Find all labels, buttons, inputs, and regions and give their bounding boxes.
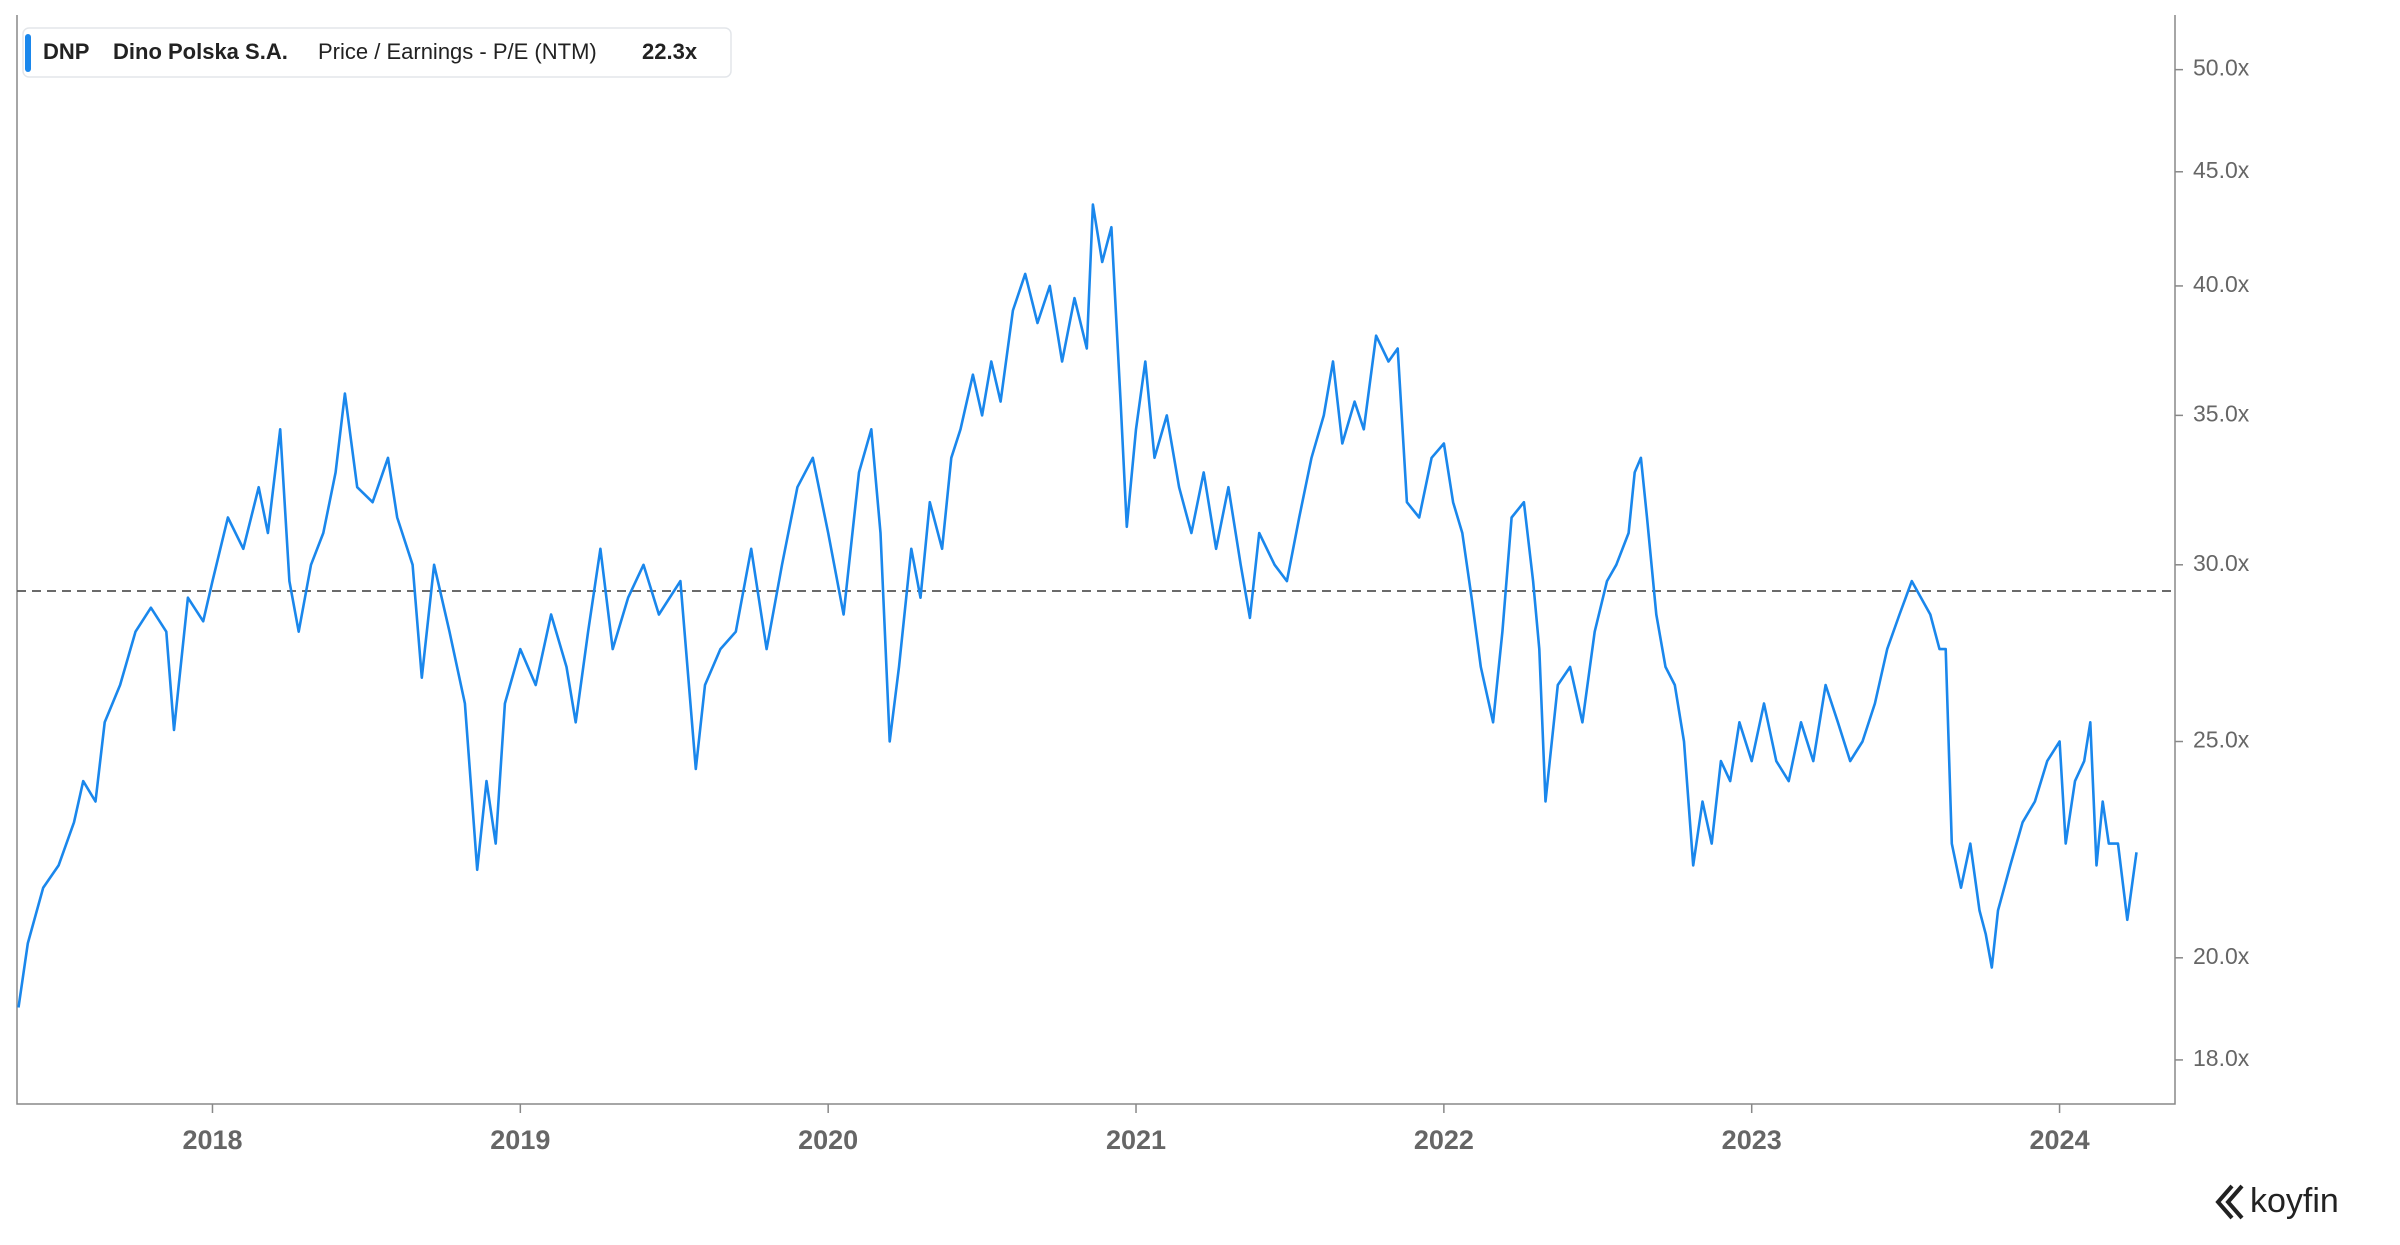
x-tick-label: 2018 <box>182 1125 242 1155</box>
x-tick-label: 2024 <box>2030 1125 2090 1155</box>
x-tick-label: 2021 <box>1106 1125 1166 1155</box>
y-tick-label: 35.0x <box>2193 400 2250 426</box>
y-tick-label: 50.0x <box>2193 55 2250 81</box>
x-tick-label: 2023 <box>1722 1125 1782 1155</box>
brand-logo: koyfin <box>2215 1182 2339 1220</box>
y-tick-label: 18.0x <box>2193 1045 2250 1071</box>
series-line <box>17 203 2138 1008</box>
legend-ticker: DNP <box>43 39 89 64</box>
legend-value: 22.3x <box>642 39 698 64</box>
x-tick-label: 2022 <box>1414 1125 1474 1155</box>
y-tick-label: 20.0x <box>2193 943 2250 969</box>
legend-swatch <box>25 34 31 72</box>
legend-company: Dino Polska S.A. <box>113 39 288 64</box>
brand-name: koyfin <box>2250 1182 2339 1220</box>
plot-frame <box>16 15 2176 1105</box>
x-tick-label: 2019 <box>490 1125 550 1155</box>
legend-metric: Price / Earnings - P/E (NTM) <box>318 39 597 64</box>
y-tick-label: 25.0x <box>2193 727 2250 753</box>
y-tick-label: 45.0x <box>2193 157 2250 183</box>
y-tick-label: 40.0x <box>2193 271 2250 297</box>
x-tick-label: 2020 <box>798 1125 858 1155</box>
brand-icon <box>2215 1184 2244 1220</box>
legend-box <box>22 27 732 78</box>
y-tick-label: 30.0x <box>2193 550 2250 576</box>
